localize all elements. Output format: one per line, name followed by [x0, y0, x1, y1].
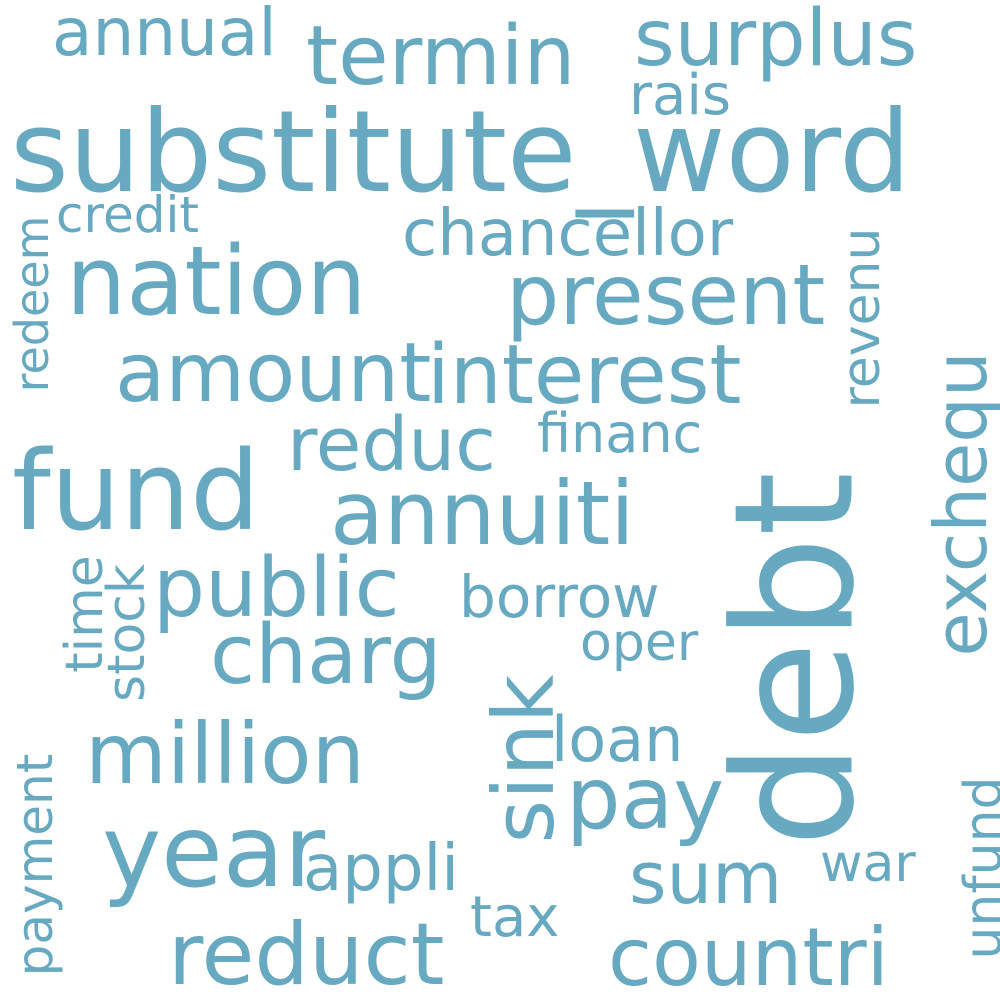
word-annuiti: annuiti	[330, 462, 635, 565]
word-reduc: reduc	[287, 402, 496, 488]
word-surplus: surplus	[634, 0, 918, 84]
word-present: present	[506, 246, 826, 344]
word-million: million	[85, 705, 365, 803]
word-interest: interest	[427, 328, 742, 423]
word-war: war	[820, 834, 916, 894]
word-amount: amount	[115, 326, 432, 421]
word-fund: fund	[12, 427, 260, 555]
word-revenu: revenu	[832, 227, 892, 409]
word-nation: nation	[66, 227, 367, 337]
word-countri: countri	[608, 911, 889, 1000]
word-financ: financ	[537, 402, 703, 465]
word-exchequ: exchequ	[919, 351, 1000, 657]
word-annual: annual	[52, 0, 277, 71]
word-substitute-word: substitute_word	[10, 86, 911, 218]
word-oper: oper	[580, 613, 699, 673]
word-unfund: unfund	[954, 776, 1000, 960]
word-payment: payment	[6, 753, 64, 977]
word-reduct: reduct	[168, 905, 445, 1000]
word-redeem: redeem	[5, 215, 59, 393]
word-pay: pay	[566, 749, 725, 849]
word-appli: appli	[303, 832, 460, 906]
word-stock: stock	[97, 564, 157, 702]
word-public: public	[153, 541, 400, 636]
word-debt: debt	[698, 471, 891, 848]
word-sum: sum	[629, 836, 783, 920]
word-chancellor: chancellor	[402, 197, 734, 271]
word-credit: credit	[56, 186, 199, 244]
word-year: year	[102, 793, 326, 910]
word-sink: sink	[475, 674, 573, 844]
word-tax: tax	[470, 885, 560, 950]
word-loan: loan	[551, 703, 684, 776]
word-termin: termin	[306, 9, 576, 104]
word-borrow: borrow	[459, 563, 660, 631]
word-charg: charg	[210, 608, 442, 703]
word-rais: rais	[629, 63, 732, 128]
